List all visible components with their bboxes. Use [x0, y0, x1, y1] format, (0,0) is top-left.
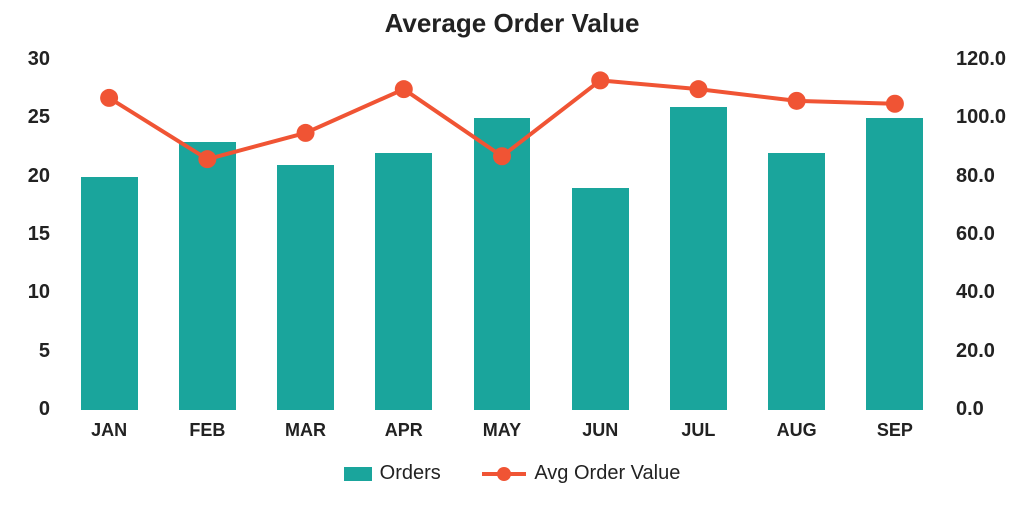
x-category-label: JUL [649, 420, 747, 441]
line-marker [395, 80, 413, 98]
y-right-tick: 20.0 [956, 340, 995, 363]
y-right-tick: 60.0 [956, 223, 995, 246]
legend-swatch-bar-icon [344, 467, 372, 481]
legend-item-avg-order-value: Avg Order Value [482, 462, 680, 485]
line-marker [689, 80, 707, 98]
legend-swatch-line-icon [482, 467, 526, 481]
chart-container: Average Order Value Orders Avg Order Val… [0, 0, 1024, 508]
x-category-label: MAY [453, 420, 551, 441]
y-left-tick: 5 [39, 340, 50, 363]
line-marker [198, 150, 216, 168]
y-left-tick: 25 [28, 106, 50, 129]
y-left-tick: 30 [28, 48, 50, 71]
y-left-tick: 15 [28, 223, 50, 246]
y-left-tick: 20 [28, 165, 50, 188]
line-marker [493, 147, 511, 165]
x-category-label: JAN [60, 420, 158, 441]
line-marker [591, 71, 609, 89]
y-right-tick: 100.0 [956, 106, 1006, 129]
legend-label-avg-order-value: Avg Order Value [534, 462, 680, 485]
x-category-label: FEB [158, 420, 256, 441]
x-category-label: MAR [256, 420, 354, 441]
legend-label-orders: Orders [380, 462, 441, 485]
y-right-tick: 80.0 [956, 165, 995, 188]
line-marker [100, 89, 118, 107]
y-right-tick: 40.0 [956, 281, 995, 304]
y-right-tick: 120.0 [956, 48, 1006, 71]
x-category-label: AUG [748, 420, 846, 441]
line-marker [886, 95, 904, 113]
x-category-label: JUN [551, 420, 649, 441]
line-marker [788, 92, 806, 110]
legend-item-orders: Orders [344, 462, 441, 485]
y-left-tick: 10 [28, 281, 50, 304]
x-category-label: SEP [846, 420, 944, 441]
x-category-label: APR [355, 420, 453, 441]
legend: Orders Avg Order Value [0, 462, 1024, 487]
line-marker [297, 124, 315, 142]
y-left-tick: 0 [39, 398, 50, 421]
y-right-tick: 0.0 [956, 398, 984, 421]
